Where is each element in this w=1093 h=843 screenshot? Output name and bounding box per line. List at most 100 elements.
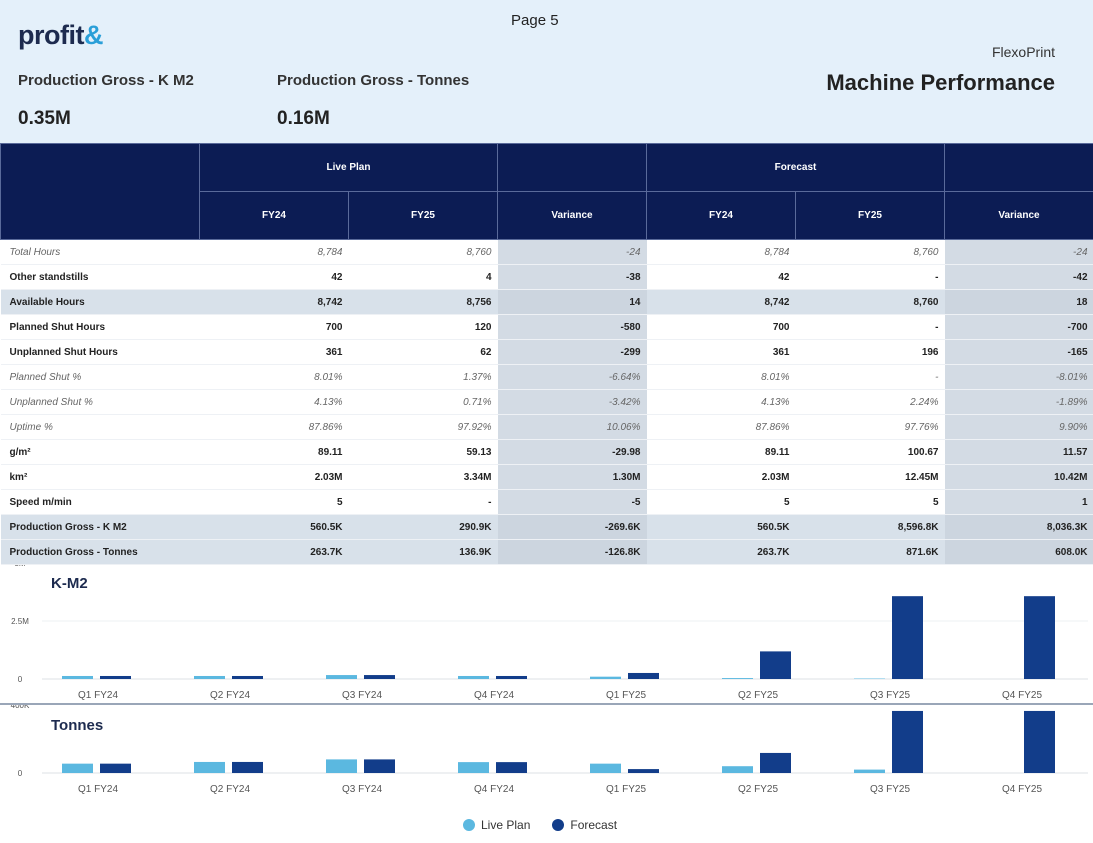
bar-live-plan[interactable] <box>722 766 753 773</box>
x-tick-label: Q3 FY25 <box>870 784 910 795</box>
chart-title-km2: K-M2 <box>51 575 88 592</box>
table-cell: 87.86% <box>199 414 349 440</box>
table-cell: 97.76% <box>795 414 945 440</box>
table-cell: 361 <box>199 339 349 365</box>
bar-forecast[interactable] <box>628 672 659 679</box>
row-label: Total Hours <box>0 239 200 265</box>
bar-live-plan[interactable] <box>194 675 225 679</box>
table-row: Planned Shut % 8.01% 1.37% -6.64% 8.01% - -8.0… <box>0 364 1093 390</box>
legend-dot-icon <box>552 819 565 831</box>
bar-forecast[interactable] <box>1024 710 1055 773</box>
group-header-blank <box>944 143 1093 192</box>
table-row: Uptime % 87.86% 97.92% 10.06% 87.86% 97.76% 9.… <box>0 414 1093 440</box>
table-cell: 8,784 <box>646 239 796 265</box>
bar-forecast[interactable] <box>496 762 527 773</box>
x-tick-label: Q3 FY25 <box>870 690 910 701</box>
bar-live-plan[interactable] <box>590 763 621 773</box>
table-cell: 9.90% <box>944 414 1093 440</box>
table-cell: 18 <box>944 289 1093 315</box>
legend-item-forecast[interactable]: Forecast <box>552 818 617 832</box>
table-cell: 560.5K <box>199 514 349 540</box>
bar-live-plan[interactable] <box>326 759 357 773</box>
row-label: km² <box>0 464 200 490</box>
table-cell: 14 <box>497 289 647 315</box>
bar-forecast[interactable] <box>496 675 527 679</box>
table-cell: 97.92% <box>348 414 498 440</box>
bar-forecast[interactable] <box>364 759 395 773</box>
table-cell: 136.9K <box>348 539 498 565</box>
corner-header <box>0 143 200 240</box>
table-row: km² 2.03M 3.34M 1.30M 2.03M 12.45M 10.42M <box>0 464 1093 490</box>
table-cell: -700 <box>944 314 1093 340</box>
chart-title-tonnes: Tonnes <box>51 717 104 734</box>
bar-forecast[interactable] <box>1024 596 1055 679</box>
table-cell: 196 <box>795 339 945 365</box>
bar-forecast[interactable] <box>892 596 923 679</box>
bar-forecast[interactable] <box>232 675 263 679</box>
table-cell: -29.98 <box>497 439 647 465</box>
bar-forecast[interactable] <box>760 651 791 679</box>
table-cell: 4 <box>348 264 498 290</box>
x-tick-label: Q1 FY25 <box>606 690 646 701</box>
bar-live-plan[interactable] <box>854 769 885 773</box>
x-tick-label: Q1 FY24 <box>78 784 118 795</box>
bar-forecast[interactable] <box>760 752 791 773</box>
bar-forecast[interactable] <box>100 763 131 773</box>
bar-live-plan[interactable] <box>458 675 489 679</box>
table-cell: -3.42% <box>497 389 647 415</box>
performance-table: Live Plan Forecast FY24 FY25 Variance FY24 F… <box>0 143 1093 565</box>
table-cell: 4.13% <box>646 389 796 415</box>
table-cell: -6.64% <box>497 364 647 390</box>
bar-live-plan[interactable] <box>62 675 93 679</box>
bar-forecast[interactable] <box>364 675 395 679</box>
table-row: Production Gross - Tonnes 263.7K 136.9K -12… <box>0 539 1093 565</box>
bar-live-plan[interactable] <box>194 761 225 773</box>
profit-logo: profit& <box>18 20 103 50</box>
bar-live-plan[interactable] <box>458 762 489 773</box>
table-cell: - <box>795 264 945 290</box>
y-tick-label: 2.5M <box>11 617 29 626</box>
row-label: Planned Shut Hours <box>0 314 200 340</box>
table-cell: 8,760 <box>795 239 945 265</box>
legend-item-live-plan[interactable]: Live Plan <box>463 818 530 832</box>
row-label: Available Hours <box>0 289 200 315</box>
table-cell: 62 <box>348 339 498 365</box>
bar-live-plan[interactable] <box>62 763 93 773</box>
x-tick-label: Q3 FY24 <box>342 690 382 701</box>
row-label: Speed m/min <box>0 489 200 515</box>
table-row: Speed m/min 5- -5 5 5 1 <box>0 489 1093 515</box>
table-row: Unplanned Shut % 4.13% 0.71% -3.42% 4.13% 2.2… <box>0 389 1093 415</box>
y-tick-label: 0 <box>18 675 23 684</box>
x-tick-label: Q2 FY24 <box>210 690 250 701</box>
table-cell: 10.06% <box>497 414 647 440</box>
table-row: Production Gross - K M2 560.5K 290.9K -269.… <box>0 514 1093 540</box>
table-row: Total Hours 8,784 8,760 -24 8,784 8,760 -24 <box>0 239 1093 265</box>
table-cell: 8,036.3K <box>944 514 1093 540</box>
table-cell: 263.7K <box>199 539 349 565</box>
bar-live-plan[interactable] <box>326 675 357 679</box>
bar-forecast[interactable] <box>100 675 131 679</box>
bar-forecast[interactable] <box>628 769 659 773</box>
table-cell: 5 <box>199 489 349 515</box>
column-header: FY25 <box>348 191 498 240</box>
legend-dot-icon <box>463 819 475 831</box>
bar-live-plan[interactable] <box>590 676 621 679</box>
table-cell: 700 <box>199 314 349 340</box>
table-cell: 89.11 <box>199 439 349 465</box>
chart-km2: K-M2 0 2.5M 5M Q1 FY24 Q2 FY24 Q3 FY24 Q4 FY24… <box>0 559 1093 705</box>
bar-live-plan[interactable] <box>722 678 753 679</box>
bar-forecast[interactable] <box>892 710 923 773</box>
table-cell: 59.13 <box>348 439 498 465</box>
column-header: Variance <box>497 191 647 240</box>
table-cell: - <box>795 314 945 340</box>
table-cell: 3.34M <box>348 464 498 490</box>
group-header-live-plan: Live Plan <box>199 143 498 192</box>
table-row: Planned Shut Hours 700 120 -580 700- -700 <box>0 314 1093 340</box>
report-header: profit& Page 5 Production Gross - K M2 0… <box>0 0 1093 143</box>
table-cell: 263.7K <box>646 539 796 565</box>
column-header: Variance <box>944 191 1093 240</box>
table-row: Unplanned Shut Hours 361 62 -299 361 196 -165 <box>0 339 1093 365</box>
table-cell: -126.8K <box>497 539 647 565</box>
table-cell: 11.57 <box>944 439 1093 465</box>
bar-forecast[interactable] <box>232 761 263 773</box>
